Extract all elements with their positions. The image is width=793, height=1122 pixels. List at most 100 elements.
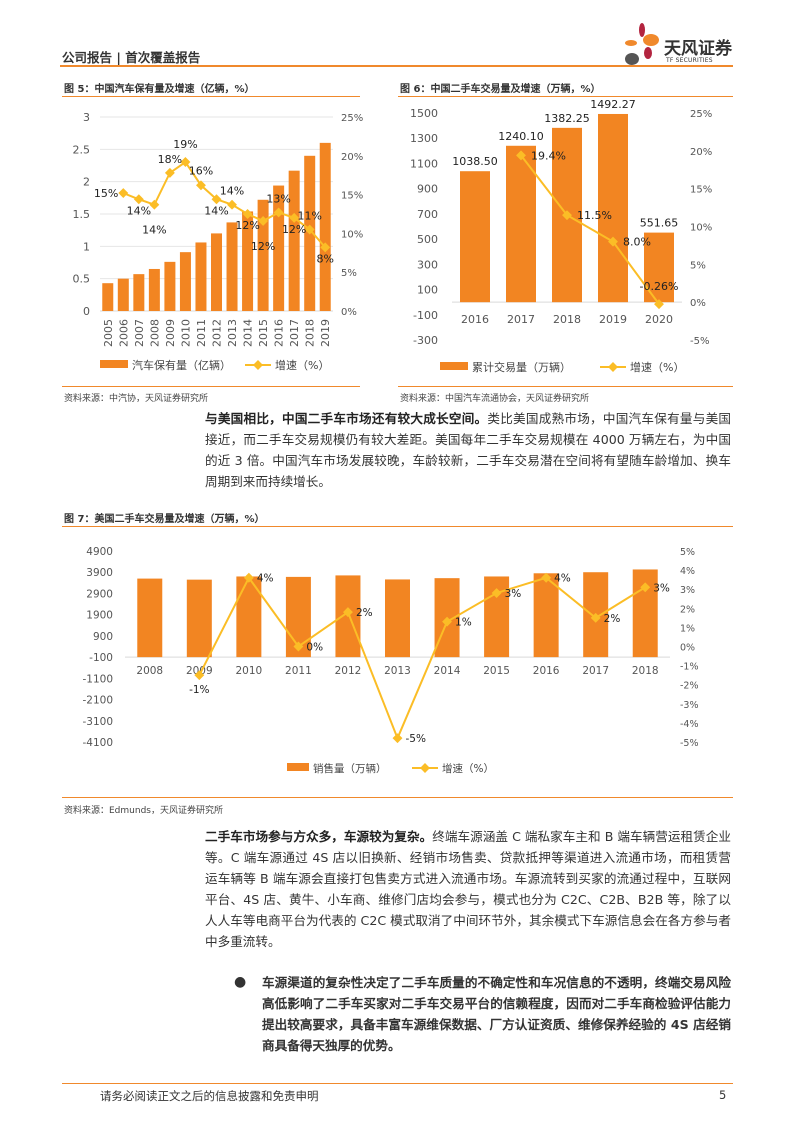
growth-data-label: -1% [189, 684, 209, 696]
growth-data-label: 12% [251, 240, 275, 253]
growth-data-label: 8% [317, 252, 334, 265]
growth-marker [608, 236, 618, 247]
growth-data-label: 3% [653, 582, 670, 594]
x-tick-label: 2018 [632, 665, 659, 677]
y-tick-label: 3 [83, 111, 90, 124]
bar-data-label: 1240.10 [498, 130, 544, 143]
growth-data-label: 14% [220, 185, 244, 198]
growth-data-label: 11.5% [577, 209, 612, 222]
legend-bar-label: 累计交易量（万辆） [472, 360, 571, 374]
y-tick-label: 1.5 [73, 208, 91, 221]
legend-line-label: 增速（%） [275, 358, 329, 372]
growth-marker [442, 616, 452, 627]
growth-data-label: 4% [257, 573, 274, 585]
growth-marker [320, 242, 331, 253]
growth-marker [164, 167, 175, 178]
x-tick-label: 2018 [553, 313, 581, 326]
x-tick-label: 2012 [335, 665, 362, 677]
fig7-source: 资料来源：Edmunds，天风证券研究所 [64, 806, 223, 816]
fig7-rule [62, 526, 733, 527]
paragraph-1: 与美国相比，中国二手车市场还有较大成长空间。类比美国成熟市场，中国汽车保有量与美… [205, 408, 731, 492]
y2-tick-label: 0% [690, 298, 706, 309]
y2-tick-label: -2% [680, 681, 699, 692]
growth-marker [541, 572, 552, 583]
y-tick-label: 1500 [410, 107, 438, 120]
fig5-bottom-rule [62, 386, 360, 387]
y-tick-label: -100 [413, 309, 438, 322]
y-tick-label: -3100 [82, 716, 113, 728]
fig6-rule [398, 96, 733, 97]
growth-data-label: 14% [127, 204, 151, 217]
growth-data-label: 2% [604, 613, 621, 625]
growth-data-label: 15% [94, 187, 118, 200]
y2-tick-label: 2% [680, 604, 695, 615]
growth-marker [149, 199, 160, 210]
fig7-title: 图 7：美国二手车交易量及增速（万辆，%） [64, 514, 265, 525]
paragraph-2: 二手车市场参与方众多，车源较为复杂。终端车源涵盖 C 端私家车主和 B 端车辆营… [205, 826, 731, 952]
y2-tick-label: 0% [680, 643, 695, 654]
growth-data-label: 19% [173, 138, 197, 151]
growth-data-label: 18% [158, 153, 182, 166]
growth-marker [590, 612, 601, 623]
bar [133, 274, 145, 311]
y-tick-label: 100 [417, 284, 438, 297]
footer-rule [62, 1083, 733, 1084]
growth-data-label: 2% [356, 607, 373, 619]
x-tick-label: 2015 [257, 319, 270, 347]
y2-tick-label: 15% [690, 185, 712, 196]
x-tick-label: 2020 [645, 313, 673, 326]
y2-tick-label: 20% [690, 147, 712, 158]
x-tick-label: 2005 [102, 319, 115, 347]
y-tick-label: 2.5 [73, 143, 91, 156]
x-tick-label: 2011 [195, 319, 208, 347]
growth-marker [194, 670, 205, 681]
y2-tick-label: -5% [680, 738, 699, 749]
bar [242, 211, 254, 311]
growth-data-label: 14% [204, 204, 228, 217]
growth-data-label: 12% [282, 223, 306, 236]
y-tick-label: 0 [83, 305, 90, 318]
paragraph-2-lead: 二手车市场参与方众多，车源较为复杂。 [205, 829, 433, 844]
bullet-icon: ● [234, 974, 247, 990]
y2-tick-label: -3% [680, 700, 699, 711]
growth-marker [273, 207, 284, 218]
growth-data-label: 11% [297, 210, 321, 223]
y-tick-label: 1 [83, 240, 90, 253]
y2-tick-label: 20% [341, 152, 363, 163]
y-tick-label: 700 [417, 208, 438, 221]
x-tick-label: 2012 [211, 319, 224, 347]
growth-marker [343, 607, 353, 618]
y-tick-label: 900 [417, 183, 438, 196]
x-tick-label: 2009 [164, 319, 177, 347]
y-tick-label: -4100 [82, 737, 113, 749]
bar [385, 579, 410, 658]
legend-bar-swatch [287, 763, 309, 771]
y2-tick-label: -5% [690, 336, 709, 347]
growth-marker [293, 641, 304, 652]
bar-data-label: 1038.50 [452, 155, 498, 168]
growth-marker [289, 212, 300, 223]
y2-tick-label: 3% [680, 585, 695, 596]
growth-marker [258, 216, 269, 226]
growth-data-label: 0% [306, 642, 323, 654]
growth-data-label: -0.26% [640, 280, 679, 293]
bar [148, 268, 160, 311]
paragraph-1-body: 类比美国成熟市场，中国汽车保有量与美国接近，而二手车交易规模仍有较大差距。美国每… [205, 411, 732, 489]
growth-data-label: 4% [554, 573, 571, 585]
y2-tick-label: 25% [690, 109, 712, 120]
bar [164, 261, 176, 311]
bar [117, 278, 129, 311]
legend-line-marker [253, 360, 263, 370]
x-tick-label: 2013 [226, 319, 239, 347]
header-rule [60, 65, 733, 67]
y2-tick-label: 10% [341, 229, 363, 240]
growth-line [198, 575, 646, 741]
x-tick-label: 2014 [434, 665, 461, 677]
growth-marker [118, 188, 129, 198]
x-tick-label: 2016 [461, 313, 489, 326]
x-tick-label: 2016 [273, 319, 286, 347]
bar [179, 252, 191, 311]
growth-marker [211, 194, 222, 205]
paragraph-2-body: 终端车源涵盖 C 端私家车主和 B 端车辆营运租赁企业等。C 端车源通过 4S … [205, 829, 732, 949]
x-tick-label: 2019 [319, 319, 332, 347]
